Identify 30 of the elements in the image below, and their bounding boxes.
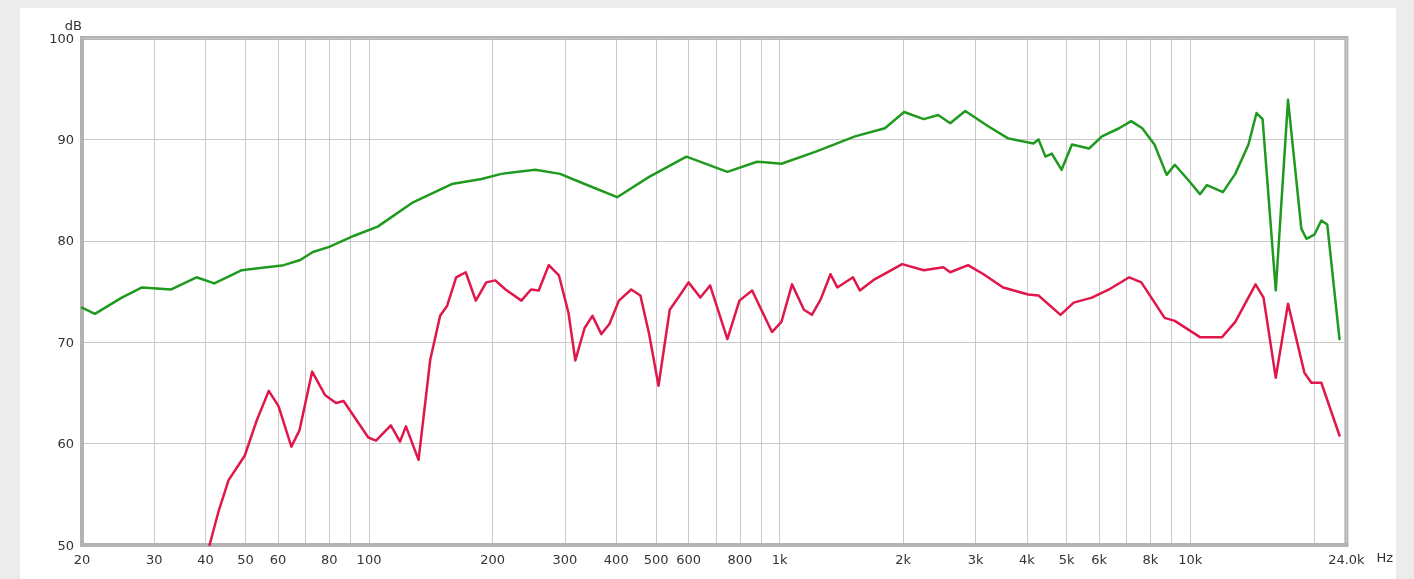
- x-tick-label: 24.0k: [1328, 552, 1366, 567]
- x-tick-label: 2k: [895, 552, 912, 567]
- x-tick-label: 40: [197, 552, 214, 567]
- y-tick-label: 60: [57, 436, 74, 452]
- x-tick-label: 4k: [1018, 552, 1036, 567]
- x-tick-label: 600: [676, 552, 701, 567]
- y-tick-label: 100: [49, 30, 74, 46]
- x-tick-label: 20: [73, 552, 91, 567]
- x-tick-label: 8k: [1142, 552, 1159, 567]
- x-tick-label: 30: [146, 552, 163, 567]
- x-tick-label: 1k: [771, 552, 789, 567]
- x-tick-label: 3k: [967, 552, 984, 567]
- x-tick-label: 400: [603, 552, 629, 567]
- x-axis-title: Hz: [1376, 550, 1394, 565]
- x-tick-label: 300: [552, 552, 578, 567]
- x-tick-label: 6k: [1091, 552, 1108, 567]
- x-tick-label: 800: [727, 552, 753, 567]
- x-tick-label: 5k: [1058, 552, 1076, 567]
- y-axis-title: dB: [64, 17, 82, 33]
- x-tick-label: 60: [269, 552, 287, 567]
- x-tick-label: 200: [480, 552, 506, 567]
- x-tick-label: 50: [237, 552, 254, 567]
- x-tick-label: 100: [356, 552, 382, 567]
- x-tick-label: 500: [643, 552, 669, 567]
- y-tick-label: 80: [57, 233, 74, 249]
- y-tick-label: 50: [57, 537, 74, 553]
- x-tick-label: 10k: [1178, 552, 1203, 567]
- x-tick-label: 80: [320, 552, 338, 567]
- y-tick-label: 90: [57, 131, 74, 147]
- y-tick-label: 70: [57, 334, 74, 350]
